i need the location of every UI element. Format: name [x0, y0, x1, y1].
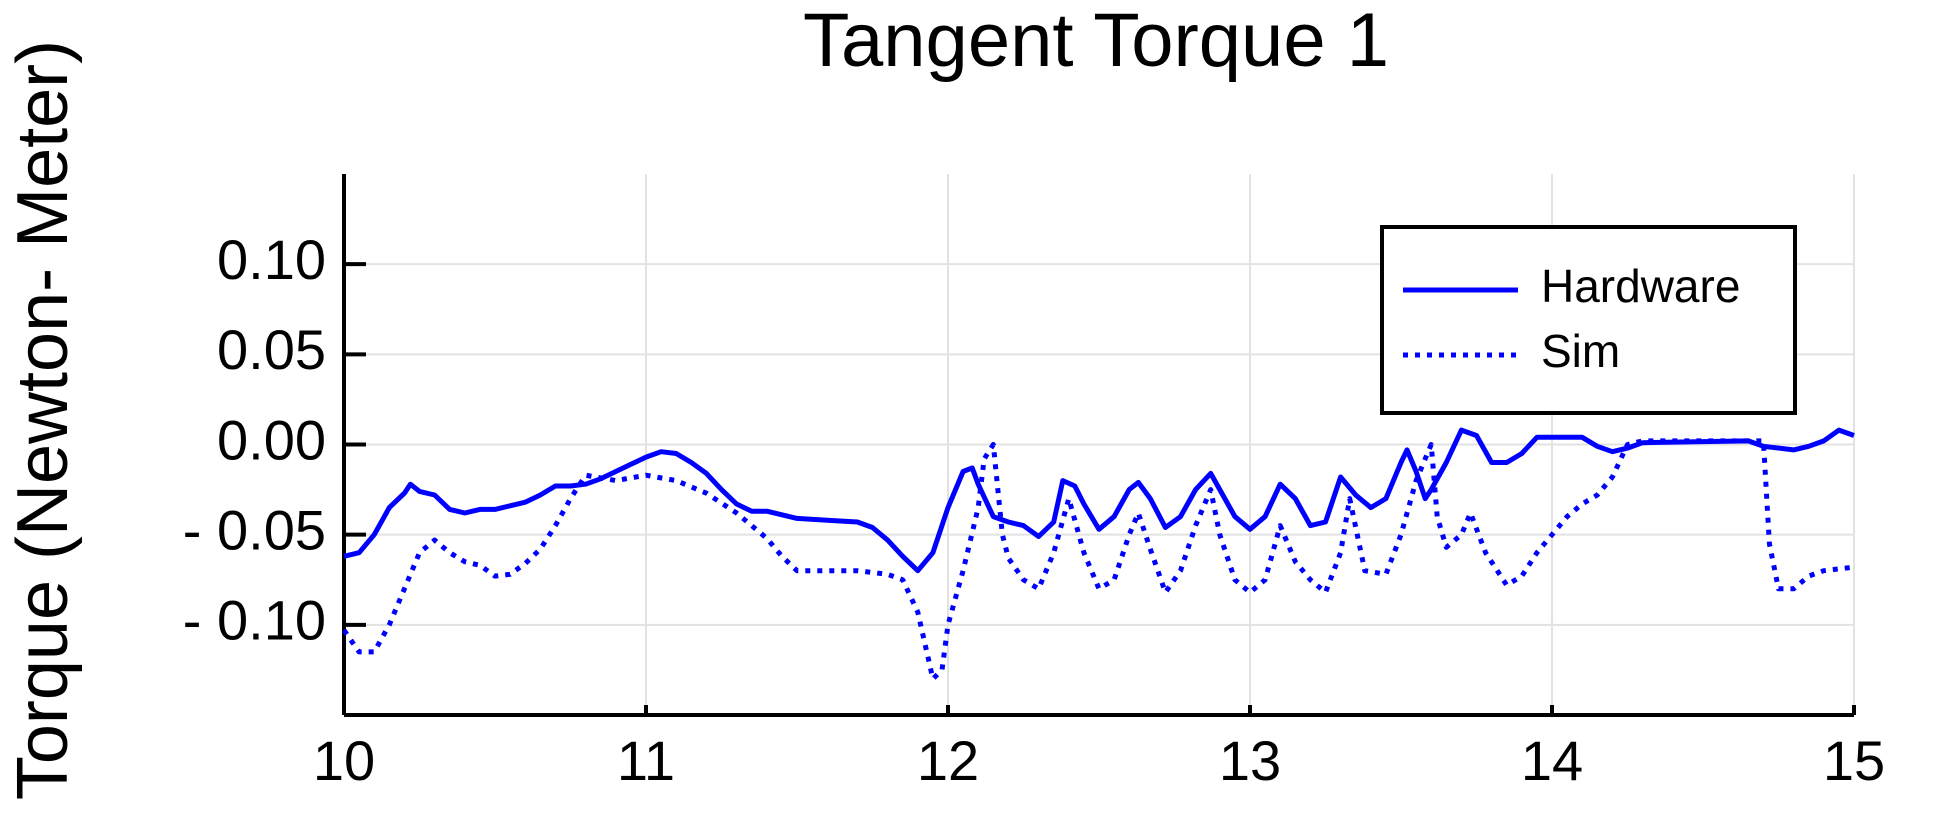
chart-title: Tangent Torque 1: [803, 0, 1389, 83]
x-tick-label: 14: [1521, 729, 1583, 792]
legend-label: Sim: [1541, 325, 1620, 377]
x-tick-label: 13: [1219, 729, 1281, 792]
y-tick-label: 0.00: [217, 408, 326, 471]
y-tick-label: - 0.10: [183, 589, 326, 652]
series-line: [343, 427, 1855, 574]
y-tick-label: 0.10: [217, 228, 326, 291]
legend-box: [1380, 225, 1797, 415]
series-line: [341, 438, 1855, 682]
x-tick-label: 10: [313, 729, 375, 792]
y-axis-label: Torque (Newton- Meter): [3, 40, 83, 800]
legend-label: Hardware: [1541, 260, 1740, 312]
y-tick-label: - 0.05: [183, 498, 326, 561]
x-tick-label: 15: [1823, 729, 1885, 792]
x-tick-label: 11: [617, 729, 675, 792]
y-tick-label: 0.05: [217, 318, 326, 381]
x-tick-label: 12: [917, 729, 979, 792]
